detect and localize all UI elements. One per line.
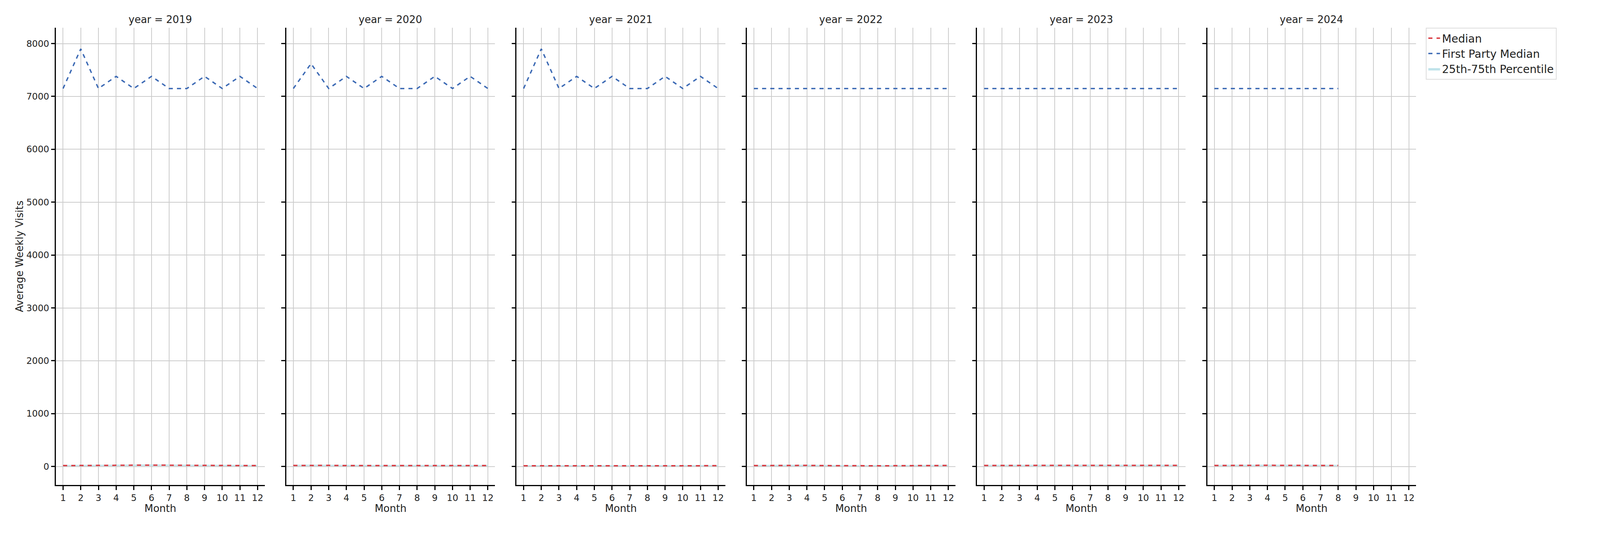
svg-text:5: 5 — [1282, 492, 1289, 504]
svg-text:5: 5 — [361, 492, 368, 504]
svg-text:3: 3 — [1016, 492, 1023, 504]
svg-text:3: 3 — [786, 492, 793, 504]
svg-text:4: 4 — [1034, 492, 1041, 504]
svg-text:1: 1 — [520, 492, 527, 504]
svg-text:4: 4 — [803, 492, 810, 504]
svg-text:Month: Month — [605, 503, 638, 515]
svg-text:4: 4 — [1264, 492, 1271, 504]
svg-text:12: 12 — [942, 492, 954, 504]
svg-text:12: 12 — [1173, 492, 1185, 504]
svg-text:3: 3 — [95, 492, 102, 504]
svg-text:9: 9 — [1122, 492, 1129, 504]
svg-text:0: 0 — [43, 461, 50, 472]
svg-text:Month: Month — [1065, 503, 1098, 515]
svg-text:11: 11 — [464, 492, 476, 504]
svg-text:9: 9 — [201, 492, 208, 504]
svg-text:9: 9 — [1353, 492, 1359, 504]
svg-text:year = 2024: year = 2024 — [1279, 13, 1344, 26]
svg-text:1: 1 — [60, 492, 67, 504]
svg-text:Median: Median — [1442, 32, 1483, 46]
svg-text:3000: 3000 — [26, 303, 50, 314]
svg-text:6: 6 — [378, 492, 385, 504]
svg-text:4: 4 — [573, 492, 580, 504]
svg-text:2: 2 — [998, 492, 1005, 504]
svg-text:3: 3 — [1246, 492, 1253, 504]
svg-text:5: 5 — [821, 492, 828, 504]
svg-text:12: 12 — [251, 492, 264, 504]
svg-text:10: 10 — [676, 492, 689, 504]
svg-text:8: 8 — [1335, 492, 1342, 504]
svg-text:12: 12 — [482, 492, 494, 504]
svg-text:11: 11 — [234, 492, 246, 504]
svg-text:5000: 5000 — [26, 197, 50, 208]
svg-text:1: 1 — [751, 492, 758, 504]
svg-text:12: 12 — [712, 492, 724, 504]
svg-text:Month: Month — [144, 503, 177, 515]
svg-text:year = 2021: year = 2021 — [589, 13, 653, 26]
svg-text:12: 12 — [1403, 492, 1415, 504]
svg-text:10: 10 — [907, 492, 919, 504]
svg-text:7: 7 — [396, 492, 403, 504]
svg-text:7: 7 — [857, 492, 863, 504]
svg-text:8: 8 — [1105, 492, 1111, 504]
svg-text:6: 6 — [608, 492, 615, 504]
svg-text:5: 5 — [1051, 492, 1058, 504]
svg-text:10: 10 — [446, 492, 459, 504]
svg-text:8: 8 — [183, 492, 190, 504]
svg-text:7: 7 — [166, 492, 173, 504]
svg-text:10: 10 — [1137, 492, 1149, 504]
svg-text:10: 10 — [216, 492, 228, 504]
svg-text:1: 1 — [981, 492, 988, 504]
svg-text:5: 5 — [591, 492, 598, 504]
svg-text:First Party Median: First Party Median — [1442, 47, 1540, 61]
svg-text:Average Weekly Visits: Average Weekly Visits — [13, 200, 26, 313]
svg-text:2: 2 — [538, 492, 545, 504]
svg-text:year = 2020: year = 2020 — [358, 13, 423, 26]
svg-text:9: 9 — [662, 492, 668, 504]
svg-text:6: 6 — [148, 492, 155, 504]
svg-text:7: 7 — [1087, 492, 1094, 504]
svg-text:Month: Month — [374, 503, 407, 515]
svg-text:6: 6 — [1300, 492, 1306, 504]
svg-text:11: 11 — [694, 492, 706, 504]
svg-text:2: 2 — [77, 492, 84, 504]
svg-text:11: 11 — [1155, 492, 1167, 504]
svg-text:7: 7 — [1317, 492, 1324, 504]
svg-text:5: 5 — [130, 492, 137, 504]
svg-text:year = 2022: year = 2022 — [819, 13, 883, 26]
svg-text:4000: 4000 — [26, 250, 50, 261]
svg-text:2000: 2000 — [26, 355, 50, 367]
svg-text:9: 9 — [432, 492, 438, 504]
svg-text:11: 11 — [925, 492, 937, 504]
svg-text:3: 3 — [556, 492, 563, 504]
svg-text:2: 2 — [1229, 492, 1236, 504]
svg-text:7000: 7000 — [26, 91, 50, 102]
svg-text:9: 9 — [892, 492, 899, 504]
svg-text:2: 2 — [768, 492, 775, 504]
svg-text:1: 1 — [1211, 492, 1218, 504]
svg-text:6: 6 — [1069, 492, 1076, 504]
svg-text:2: 2 — [308, 492, 315, 504]
svg-text:Month: Month — [1295, 503, 1328, 515]
svg-text:1000: 1000 — [26, 408, 50, 419]
svg-text:6: 6 — [839, 492, 846, 504]
svg-text:11: 11 — [1385, 492, 1397, 504]
svg-text:25th-75th Percentile: 25th-75th Percentile — [1442, 62, 1554, 76]
svg-text:8: 8 — [644, 492, 651, 504]
svg-text:8: 8 — [414, 492, 421, 504]
svg-text:7: 7 — [626, 492, 633, 504]
svg-text:8: 8 — [874, 492, 881, 504]
svg-text:4: 4 — [343, 492, 350, 504]
svg-text:6000: 6000 — [26, 144, 50, 155]
svg-text:year = 2023: year = 2023 — [1049, 13, 1114, 26]
svg-text:year = 2019: year = 2019 — [128, 13, 193, 26]
svg-text:3: 3 — [325, 492, 332, 504]
svg-text:Month: Month — [835, 503, 868, 515]
svg-text:4: 4 — [113, 492, 120, 504]
svg-text:8000: 8000 — [26, 38, 50, 49]
svg-text:1: 1 — [290, 492, 297, 504]
svg-text:10: 10 — [1367, 492, 1380, 504]
